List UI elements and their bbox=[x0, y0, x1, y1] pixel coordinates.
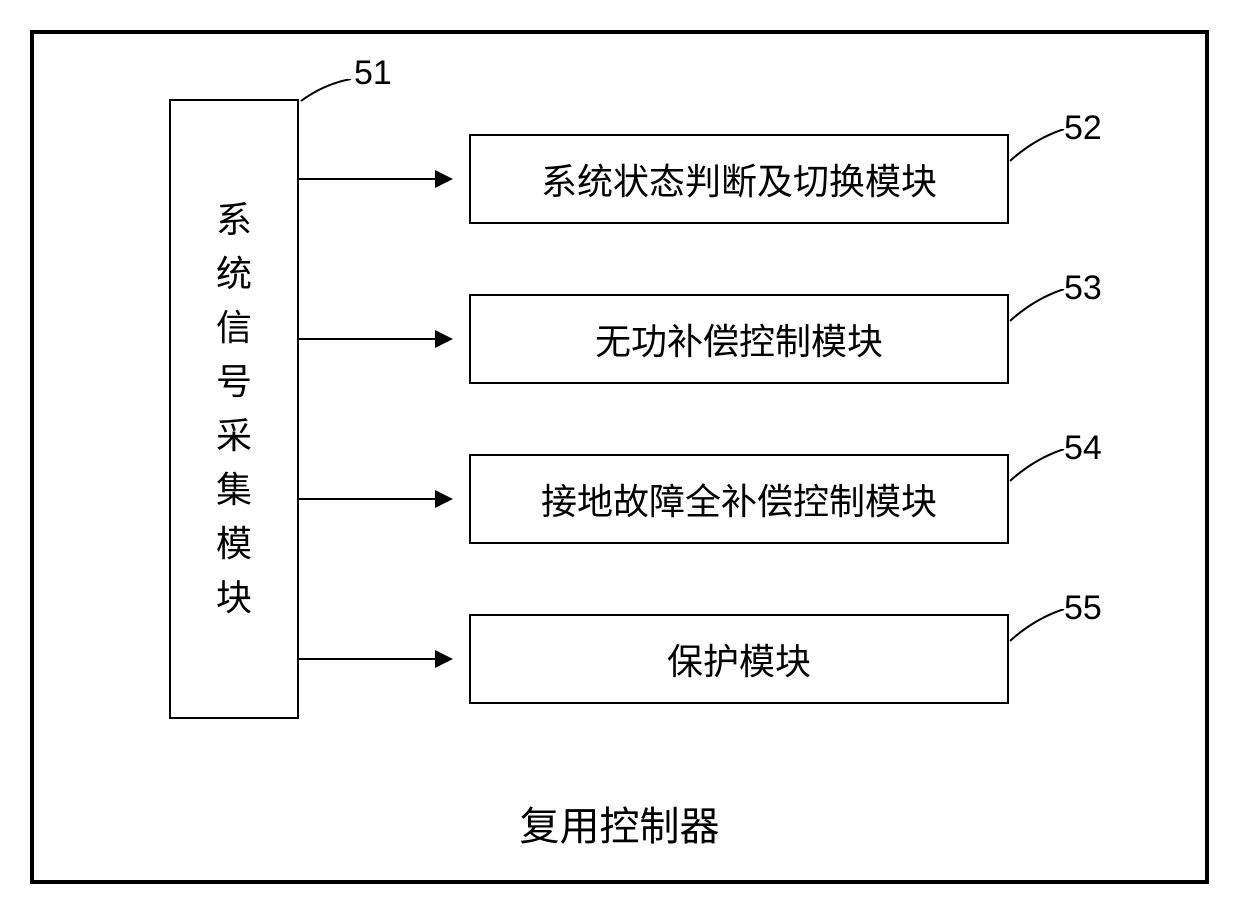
module-53-label: 无功补偿控制模块 bbox=[595, 313, 883, 365]
label-52: 52 bbox=[1064, 109, 1102, 148]
arrow-51-to-54 bbox=[299, 498, 451, 500]
module-54: 接地故障全补偿控制模块 bbox=[469, 454, 1009, 544]
label-55: 55 bbox=[1064, 589, 1102, 628]
module-53: 无功补偿控制模块 bbox=[469, 294, 1009, 384]
arrow-51-to-52 bbox=[299, 178, 451, 180]
module-54-label: 接地故障全补偿控制模块 bbox=[541, 473, 937, 525]
module-51-label: 系统信号采集模块 bbox=[214, 193, 254, 625]
arrow-51-to-53 bbox=[299, 338, 451, 340]
label-51: 51 bbox=[354, 54, 392, 93]
diagram-title: 复用控制器 bbox=[34, 794, 1205, 852]
module-55: 保护模块 bbox=[469, 614, 1009, 704]
module-52: 系统状态判断及切换模块 bbox=[469, 134, 1009, 224]
arrow-51-to-55 bbox=[299, 658, 451, 660]
module-51: 系统信号采集模块 bbox=[169, 99, 299, 719]
label-54: 54 bbox=[1064, 429, 1102, 468]
outer-frame: 系统信号采集模块 系统状态判断及切换模块 无功补偿控制模块 接地故障全补偿控制模… bbox=[30, 30, 1209, 884]
label-53: 53 bbox=[1064, 269, 1102, 308]
module-55-label: 保护模块 bbox=[667, 633, 811, 685]
leader-51 bbox=[289, 79, 364, 114]
module-52-label: 系统状态判断及切换模块 bbox=[541, 153, 937, 205]
